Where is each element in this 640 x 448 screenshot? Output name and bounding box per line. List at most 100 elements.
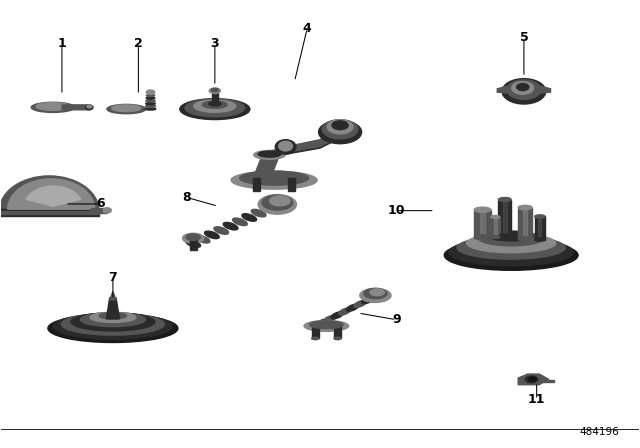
Text: 6: 6 [96, 198, 104, 211]
Ellipse shape [252, 209, 266, 217]
Polygon shape [260, 130, 340, 154]
Ellipse shape [71, 313, 155, 331]
FancyBboxPatch shape [62, 105, 90, 110]
Ellipse shape [304, 320, 349, 332]
Ellipse shape [205, 231, 220, 239]
Ellipse shape [254, 151, 285, 159]
Ellipse shape [316, 319, 328, 326]
Ellipse shape [474, 235, 491, 240]
Ellipse shape [512, 82, 534, 94]
Ellipse shape [242, 214, 257, 221]
Ellipse shape [31, 102, 75, 112]
Ellipse shape [107, 104, 146, 114]
Ellipse shape [369, 293, 381, 300]
Bar [543, 379, 554, 382]
Ellipse shape [339, 308, 351, 315]
Ellipse shape [444, 240, 578, 270]
Ellipse shape [87, 105, 92, 108]
Ellipse shape [258, 194, 296, 214]
Ellipse shape [507, 80, 541, 99]
Ellipse shape [61, 313, 164, 335]
Ellipse shape [457, 236, 565, 259]
Ellipse shape [103, 208, 111, 213]
Text: 1: 1 [58, 37, 67, 50]
Bar [518, 207, 532, 239]
Text: 7: 7 [109, 271, 117, 284]
Text: 3: 3 [211, 37, 219, 50]
Ellipse shape [186, 234, 200, 241]
Bar [480, 210, 485, 237]
Text: 10: 10 [388, 204, 405, 217]
Ellipse shape [518, 205, 532, 210]
Ellipse shape [525, 376, 538, 383]
Ellipse shape [146, 100, 155, 102]
Ellipse shape [502, 79, 546, 104]
Ellipse shape [231, 171, 317, 189]
Ellipse shape [362, 297, 374, 304]
Ellipse shape [186, 240, 200, 247]
Ellipse shape [81, 313, 145, 327]
Bar [334, 325, 341, 338]
Text: 2: 2 [134, 37, 143, 50]
Bar [474, 210, 491, 237]
Ellipse shape [211, 88, 218, 92]
Text: 11: 11 [528, 393, 545, 406]
Ellipse shape [331, 312, 344, 319]
Ellipse shape [319, 121, 362, 144]
Ellipse shape [489, 231, 534, 241]
Wedge shape [8, 179, 95, 209]
Ellipse shape [180, 99, 250, 120]
Ellipse shape [491, 236, 500, 238]
Ellipse shape [182, 233, 204, 243]
Bar [0, 210, 99, 216]
Bar [523, 207, 527, 239]
Polygon shape [497, 86, 507, 93]
Ellipse shape [36, 103, 70, 110]
Polygon shape [541, 86, 550, 93]
Ellipse shape [145, 108, 156, 110]
Wedge shape [0, 176, 99, 211]
Ellipse shape [474, 207, 491, 212]
Ellipse shape [327, 120, 353, 134]
Ellipse shape [223, 222, 238, 230]
Ellipse shape [332, 121, 348, 129]
Ellipse shape [147, 95, 155, 96]
Ellipse shape [53, 314, 173, 339]
Ellipse shape [467, 233, 556, 253]
Ellipse shape [323, 315, 336, 323]
Circle shape [278, 141, 292, 151]
Ellipse shape [146, 103, 156, 105]
Ellipse shape [529, 377, 536, 381]
Polygon shape [518, 374, 548, 385]
Ellipse shape [90, 312, 136, 323]
Ellipse shape [260, 205, 275, 212]
Wedge shape [26, 186, 81, 206]
Ellipse shape [269, 196, 290, 206]
Bar [0, 211, 99, 214]
Ellipse shape [360, 289, 391, 302]
Bar [499, 199, 511, 236]
Ellipse shape [86, 105, 93, 110]
Ellipse shape [240, 171, 308, 185]
Ellipse shape [145, 105, 156, 108]
Ellipse shape [209, 88, 220, 94]
Ellipse shape [214, 227, 228, 234]
Ellipse shape [203, 101, 227, 108]
Ellipse shape [518, 237, 532, 241]
Ellipse shape [516, 83, 529, 90]
Ellipse shape [364, 289, 387, 299]
Bar [494, 217, 497, 237]
Polygon shape [109, 292, 116, 300]
Polygon shape [106, 298, 120, 319]
Bar [189, 237, 196, 250]
Ellipse shape [499, 234, 511, 238]
Ellipse shape [346, 304, 358, 311]
Circle shape [275, 140, 296, 154]
Bar [212, 91, 218, 104]
Ellipse shape [491, 215, 500, 218]
Ellipse shape [479, 232, 543, 246]
Ellipse shape [195, 236, 210, 243]
Ellipse shape [99, 313, 127, 319]
Ellipse shape [535, 215, 545, 218]
Text: 9: 9 [392, 313, 401, 326]
